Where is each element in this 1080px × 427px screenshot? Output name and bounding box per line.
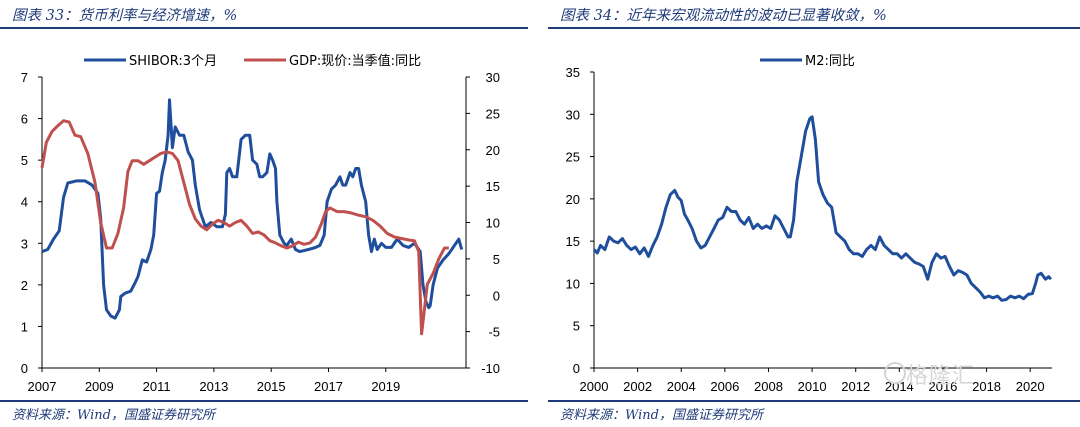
y-right-tick-label: 30 (486, 70, 500, 85)
x-tick-label: 2019 (371, 379, 400, 394)
series-line-m2 (592, 115, 1053, 302)
y-tick-label: 30 (566, 107, 580, 122)
title-rule (548, 27, 1080, 29)
y-tick-label: 5 (573, 319, 580, 334)
x-tick-label: 2002 (623, 379, 652, 394)
y-right-tick-label: -10 (481, 361, 500, 376)
chart-source: 资料来源：Wind，国盛证券研究所 (12, 408, 215, 423)
x-tick-label: 2009 (85, 379, 114, 394)
chart-svg-left: 0 1 2 3 4 5 6 7 -10 -5 0 5 10 15 20 25 30 2007 2009 2011 201… (21, 53, 500, 394)
x-tick-label: 2016 (928, 379, 957, 394)
y-right-tick-label: -5 (488, 325, 500, 340)
x-tick-label: 2013 (199, 379, 228, 394)
chart-panel-m2-growth: 图表 34：近年来宏观流动性的波动已显著收敛，% 0 5 10 15 20 25 30 35 2… (548, 0, 1080, 427)
x-tick-label: 2017 (314, 379, 343, 394)
y-right-tick-label: 10 (486, 216, 500, 231)
y-left-tick-label: 6 (21, 112, 28, 127)
y-tick-label: 35 (566, 65, 580, 80)
y-right-tick-label: 0 (493, 288, 500, 303)
y-right-tick-label: 25 (486, 106, 500, 121)
y-tick-label: 20 (566, 192, 580, 207)
y-tick-label: 15 (566, 234, 580, 249)
series-line-shibor (41, 98, 464, 320)
series-line-gdp (40, 119, 449, 336)
chart-svg-right: 0 5 10 15 20 25 30 35 2000 2002 2004 2006 2008 2010 20… (566, 54, 1053, 394)
x-tick-label: 2006 (710, 379, 739, 394)
x-tick-label: 2015 (257, 379, 286, 394)
source-rule (548, 400, 1080, 402)
chart-source: 资料来源：Wind，国盛证券研究所 (560, 408, 763, 423)
legend-label-shibor: SHIBOR:3个月 (129, 54, 217, 69)
x-tick-label: 2004 (667, 379, 696, 394)
y-tick-label: 25 (566, 150, 580, 165)
y-right-tick-label: 5 (493, 252, 500, 267)
y-right-tick-label: 20 (486, 143, 500, 158)
x-tick-label: 2020 (1016, 379, 1045, 394)
y-tick-label: 0 (573, 361, 580, 376)
x-tick-label: 2011 (143, 379, 171, 394)
chart-title: 图表 34：近年来宏观流动性的波动已显著收敛，% (560, 8, 887, 24)
chart-title: 图表 33：货币利率与经济增速，% (12, 8, 238, 24)
chart-panel-money-rate-vs-gdp: 图表 33：货币利率与经济增速，% 0 1 2 3 4 5 6 7 -10 -5 0 5 10 15 20 2… (0, 0, 528, 427)
x-tick-label: 2012 (841, 379, 870, 394)
x-tick-label: 2010 (798, 379, 827, 394)
y-left-tick-label: 0 (21, 361, 28, 376)
x-tick-label: 2008 (754, 379, 783, 394)
y-left-tick-label: 7 (21, 70, 28, 85)
y-right-tick-label: 15 (486, 179, 500, 194)
title-rule (0, 27, 528, 29)
source-rule (0, 400, 528, 402)
x-tick-label: 2018 (972, 379, 1001, 394)
y-tick-label: 10 (566, 276, 580, 291)
x-tick-label: 2007 (28, 379, 57, 394)
y-left-tick-label: 3 (21, 236, 28, 251)
y-left-tick-label: 4 (21, 195, 28, 210)
x-tick-label: 2000 (580, 379, 609, 394)
legend-label-gdp: GDP:现价:当季值:同比 (289, 53, 421, 69)
legend-label-m2: M2:同比 (805, 54, 855, 69)
y-left-tick-label: 1 (21, 319, 28, 334)
watermark-logo-icon (884, 362, 906, 384)
y-left-tick-label: 2 (21, 278, 28, 293)
y-left-tick-label: 5 (21, 153, 28, 168)
watermark: 格隆汇 (906, 364, 976, 389)
